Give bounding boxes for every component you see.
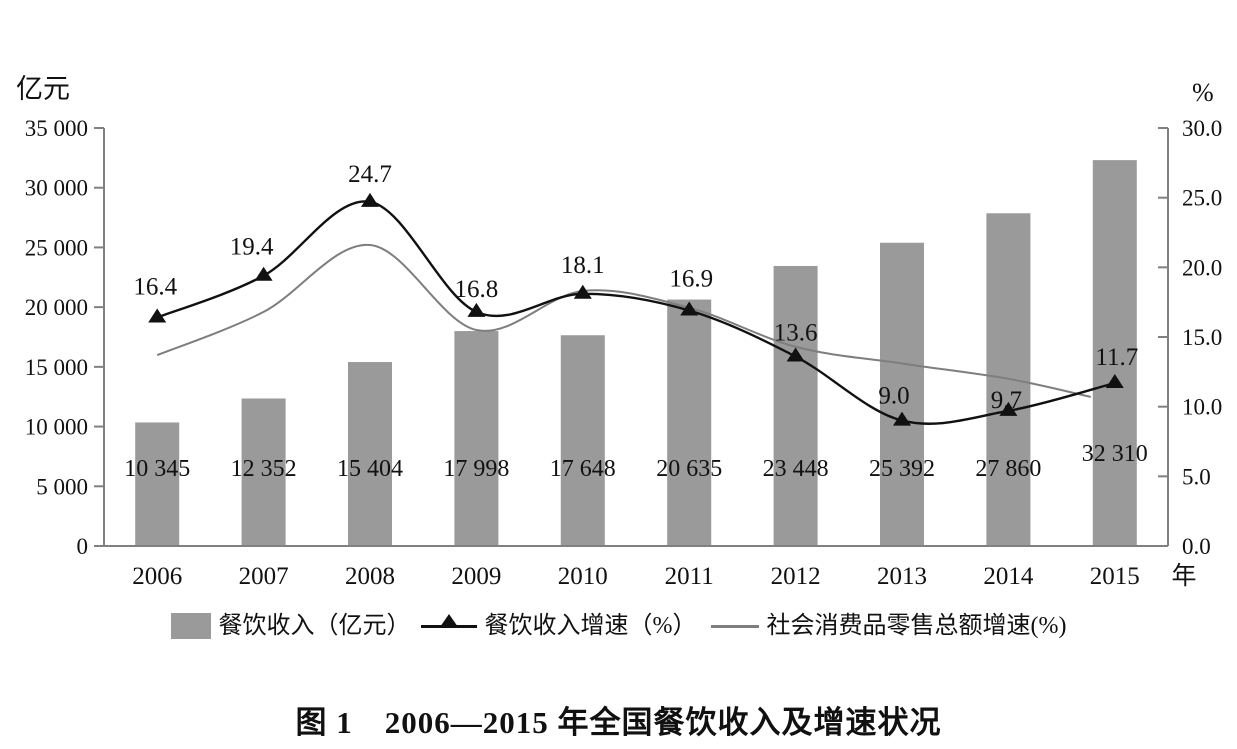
left-axis-unit-label: 亿元	[16, 74, 70, 104]
triangle-marker-icon	[361, 192, 379, 207]
legend-label-bar: 餐饮收入（亿元）	[218, 613, 411, 639]
year-label: 2014	[983, 563, 1034, 590]
bar-value-label: 32 310	[1082, 441, 1148, 467]
legend-triangle-icon	[439, 614, 458, 627]
right-tick-label: 0.0	[1182, 534, 1211, 559]
right-tick-label: 30.0	[1182, 116, 1222, 141]
bar-value-label: 20 635	[656, 456, 722, 482]
year-label: 2008	[345, 563, 395, 590]
combo-chart-canvas: 10 345 12 352 15 404 17 998 17 648 20 635 23 4…	[25, 116, 1223, 590]
left-tick-label: 35 000	[25, 116, 88, 141]
triangle-marker-icon	[148, 308, 167, 323]
legend-gray-line	[710, 625, 759, 628]
triangle-marker-icon	[573, 284, 592, 299]
bar-value-label: 17 648	[550, 456, 616, 482]
left-tick-label: 30 000	[25, 176, 88, 201]
triangle-line-marker-icon	[420, 612, 477, 640]
bar	[135, 422, 180, 546]
year-label: 2011	[665, 563, 714, 590]
triangle-marker-icon	[1105, 373, 1124, 388]
legend-label-growth: 餐饮收入增速（%）	[484, 613, 697, 639]
growth-value-label: 9.7	[991, 387, 1022, 414]
figure-caption: 图 1 2006—2015 年全国餐饮收入及增速状况	[295, 705, 942, 740]
gray-line-marker-icon	[710, 612, 759, 640]
growth-value-label: 16.4	[133, 273, 177, 300]
bar-value-label: 23 448	[763, 456, 829, 482]
growth-value-label: 18.1	[561, 252, 605, 279]
bar	[773, 265, 818, 546]
bar-value-label: 27 860	[975, 456, 1041, 482]
triangle-marker-icon	[893, 411, 911, 426]
retail-growth-line	[156, 244, 1092, 398]
year-label: 2012	[771, 563, 821, 590]
left-tick-label: 0	[77, 534, 89, 559]
left-tick-label: 25 000	[25, 235, 88, 260]
bar-value-label: 15 404	[337, 456, 403, 482]
right-tick-label: 10.0	[1182, 395, 1222, 420]
growth-value-label: 16.8	[455, 276, 499, 303]
year-label: 2015	[1090, 563, 1140, 590]
right-tick-label: 20.0	[1182, 255, 1222, 280]
triangle-marker-icon	[680, 301, 699, 316]
year-label: 2007	[239, 563, 289, 590]
left-tick-label: 5 000	[36, 474, 88, 499]
year-label: 2010	[558, 563, 608, 590]
triangle-marker-icon	[786, 347, 805, 362]
legend-item-bar: 餐饮收入（亿元）	[170, 611, 411, 641]
legend-label-retail: 社会消费品零售总额增速(%)	[766, 613, 1067, 639]
x-axis-unit-label: 年	[1171, 562, 1196, 590]
left-tick-label: 15 000	[25, 355, 88, 380]
growth-value-label: 9.0	[878, 383, 909, 410]
bar-value-label: 17 998	[443, 456, 509, 482]
bar	[667, 299, 712, 546]
triangle-marker-icon	[254, 266, 273, 281]
growth-value-label: 16.9	[669, 266, 713, 293]
legend-item-growth-line: 餐饮收入增速（%）	[411, 611, 697, 641]
right-tick-label: 15.0	[1182, 325, 1222, 350]
bar-value-label: 10 345	[124, 456, 190, 482]
right-axis-unit-label: %	[1192, 78, 1214, 107]
chart-legend: 餐饮收入（亿元） 餐饮收入增速（%） 社会消费品零售总额增速(%)	[0, 611, 1237, 641]
bar	[880, 242, 924, 546]
bar	[560, 335, 605, 546]
bar	[454, 331, 499, 546]
right-tick-label: 5.0	[1182, 464, 1211, 489]
left-tick-label: 20 000	[25, 295, 88, 320]
growth-value-label: 13.6	[774, 320, 818, 347]
catering-growth-line	[156, 200, 1116, 425]
triangle-marker-icon	[467, 302, 486, 317]
bar	[348, 362, 392, 546]
bar	[241, 398, 286, 546]
triangle-marker-icon	[999, 401, 1018, 416]
bar-value-label: 12 352	[231, 456, 297, 482]
year-label: 2009	[451, 563, 501, 590]
right-tick-label: 25.0	[1182, 186, 1222, 211]
growth-value-label: 11.7	[1095, 344, 1138, 371]
bar-value-label: 25 392	[869, 456, 935, 482]
year-label: 2006	[132, 563, 182, 590]
growth-value-label: 24.7	[348, 161, 392, 188]
legend-item-retail-line: 社会消费品零售总额增速(%)	[697, 611, 1067, 641]
bar	[1092, 160, 1137, 546]
growth-value-label: 19.4	[230, 234, 274, 261]
left-tick-label: 10 000	[25, 415, 88, 440]
year-label: 2013	[877, 563, 927, 590]
bar-swatch-icon	[170, 613, 211, 639]
